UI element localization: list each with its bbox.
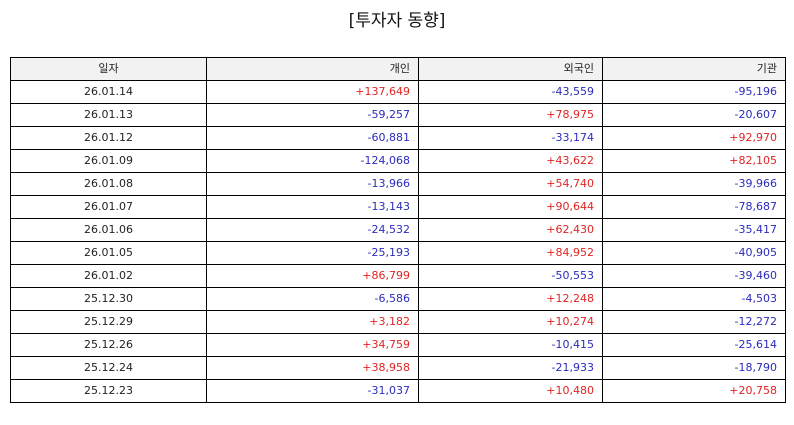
foreign-cell: +62,430 <box>418 218 603 242</box>
individual-cell: +137,649 <box>206 80 419 104</box>
institution-cell: -20,607 <box>602 103 786 127</box>
investor-trend-table: 일자 개인 외국인 기관 26.01.14 +137,649 -43,559 -95,… <box>10 57 786 403</box>
table-row: 26.01.13 -59,257 +78,975 -20,607 <box>10 103 786 127</box>
table-header-row: 일자 개인 외국인 기관 <box>10 57 786 81</box>
institution-cell: -95,196 <box>602 80 786 104</box>
date-cell: 26.01.05 <box>10 241 207 265</box>
individual-cell: -31,037 <box>206 379 419 403</box>
page-title: [투자자 동향] <box>348 11 446 31</box>
individual-cell: +34,759 <box>206 333 419 357</box>
date-cell: 25.12.24 <box>10 356 207 380</box>
institution-cell: -4,503 <box>602 287 786 311</box>
date-cell: 25.12.26 <box>10 333 207 357</box>
foreign-cell: -50,553 <box>418 264 603 288</box>
table-row: 26.01.05 -25,193 +84,952 -40,905 <box>10 241 786 265</box>
institution-cell: +92,970 <box>602 126 786 150</box>
table-row: 26.01.09 -124,068 +43,622 +82,105 <box>10 149 786 173</box>
individual-cell: +3,182 <box>206 310 419 334</box>
individual-cell: -124,068 <box>206 149 419 173</box>
table-row: 25.12.23 -31,037 +10,480 +20,758 <box>10 379 786 403</box>
foreign-cell: +84,952 <box>418 241 603 265</box>
date-cell: 26.01.09 <box>10 149 207 173</box>
column-header-institution: 기관 <box>602 57 786 81</box>
individual-cell: -60,881 <box>206 126 419 150</box>
date-cell: 26.01.08 <box>10 172 207 196</box>
table-row: 26.01.08 -13,966 +54,740 -39,966 <box>10 172 786 196</box>
institution-cell: +82,105 <box>602 149 786 173</box>
individual-cell: -25,193 <box>206 241 419 265</box>
foreign-cell: +90,644 <box>418 195 603 219</box>
date-cell: 26.01.06 <box>10 218 207 242</box>
institution-cell: -78,687 <box>602 195 786 219</box>
date-cell: 25.12.23 <box>10 379 207 403</box>
institution-cell: -12,272 <box>602 310 786 334</box>
table-row: 26.01.02 +86,799 -50,553 -39,460 <box>10 264 786 288</box>
individual-cell: +38,958 <box>206 356 419 380</box>
foreign-cell: +10,480 <box>418 379 603 403</box>
institution-cell: -35,417 <box>602 218 786 242</box>
column-header-individual: 개인 <box>206 57 419 81</box>
institution-cell: -40,905 <box>602 241 786 265</box>
institution-cell: -39,460 <box>602 264 786 288</box>
institution-cell: -18,790 <box>602 356 786 380</box>
foreign-cell: +54,740 <box>418 172 603 196</box>
foreign-cell: +78,975 <box>418 103 603 127</box>
foreign-cell: -10,415 <box>418 333 603 357</box>
date-cell: 25.12.30 <box>10 287 207 311</box>
individual-cell: -6,586 <box>206 287 419 311</box>
institution-cell: -25,614 <box>602 333 786 357</box>
institution-cell: +20,758 <box>602 379 786 403</box>
date-cell: 26.01.02 <box>10 264 207 288</box>
table-row: 26.01.12 -60,881 -33,174 +92,970 <box>10 126 786 150</box>
table-row: 25.12.30 -6,586 +12,248 -4,503 <box>10 287 786 311</box>
column-header-date: 일자 <box>10 57 207 81</box>
table-body: 26.01.14 +137,649 -43,559 -95,196 26.01.13 -5… <box>10 80 786 403</box>
date-cell: 26.01.12 <box>10 126 207 150</box>
foreign-cell: -43,559 <box>418 80 603 104</box>
individual-cell: -24,532 <box>206 218 419 242</box>
foreign-cell: +43,622 <box>418 149 603 173</box>
individual-cell: +86,799 <box>206 264 419 288</box>
date-cell: 26.01.13 <box>10 103 207 127</box>
table-row: 25.12.26 +34,759 -10,415 -25,614 <box>10 333 786 357</box>
individual-cell: -13,966 <box>206 172 419 196</box>
date-cell: 26.01.07 <box>10 195 207 219</box>
foreign-cell: -21,933 <box>418 356 603 380</box>
individual-cell: -59,257 <box>206 103 419 127</box>
date-cell: 25.12.29 <box>10 310 207 334</box>
table-row: 26.01.14 +137,649 -43,559 -95,196 <box>10 80 786 104</box>
table-row: 26.01.06 -24,532 +62,430 -35,417 <box>10 218 786 242</box>
foreign-cell: +10,274 <box>418 310 603 334</box>
foreign-cell: -33,174 <box>418 126 603 150</box>
table-row: 26.01.07 -13,143 +90,644 -78,687 <box>10 195 786 219</box>
institution-cell: -39,966 <box>602 172 786 196</box>
foreign-cell: +12,248 <box>418 287 603 311</box>
column-header-foreign: 외국인 <box>418 57 603 81</box>
individual-cell: -13,143 <box>206 195 419 219</box>
table-row: 25.12.24 +38,958 -21,933 -18,790 <box>10 356 786 380</box>
date-cell: 26.01.14 <box>10 80 207 104</box>
table-row: 25.12.29 +3,182 +10,274 -12,272 <box>10 310 786 334</box>
